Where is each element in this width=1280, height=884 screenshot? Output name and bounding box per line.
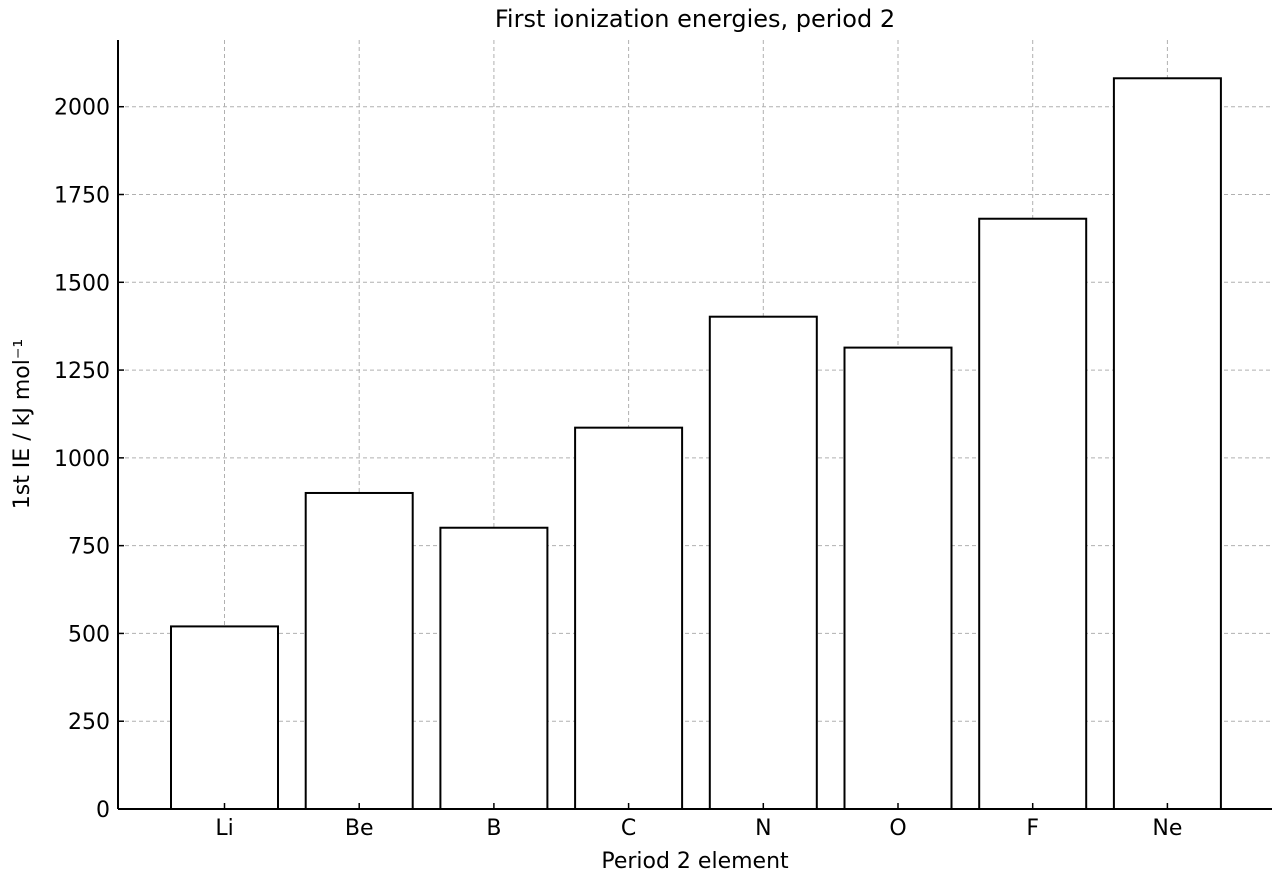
x-tick-label: O — [889, 816, 906, 841]
y-axis-label: 1st IE / kJ mol⁻¹ — [10, 339, 35, 510]
bar-o — [843, 346, 953, 810]
bar-li — [170, 625, 279, 810]
bar-c — [574, 426, 684, 810]
bars — [170, 77, 1222, 811]
y-tick-label: 1000 — [54, 447, 110, 472]
y-tick-label: 250 — [68, 710, 110, 735]
chart-title: First ionization energies, period 2 — [495, 5, 895, 33]
y-tick-label: 0 — [96, 798, 110, 823]
tick-labels: 0 250 500 750 1000 1250 1500 1750 2000 Li Be B C N O F N… — [54, 96, 1182, 841]
x-tick-label: Be — [345, 816, 374, 841]
x-tick-label: C — [621, 816, 636, 841]
grid-lines — [118, 40, 1272, 810]
y-tick-label: 500 — [68, 622, 110, 647]
y-tick-label: 750 — [68, 535, 110, 560]
x-tick-label: Li — [215, 816, 233, 841]
x-tick-label: B — [486, 816, 501, 841]
y-tick-label: 1750 — [54, 184, 110, 209]
x-tick-label: F — [1026, 816, 1039, 841]
y-tick-label: 1500 — [54, 271, 110, 296]
bar-ne — [1112, 77, 1222, 811]
x-tick-label: Ne — [1152, 816, 1182, 841]
bar-be — [304, 491, 414, 810]
bar-b — [439, 526, 549, 810]
y-tick-label: 1250 — [54, 359, 110, 384]
bar-f — [978, 217, 1088, 810]
x-tick-label: N — [755, 816, 771, 841]
y-tick-label: 2000 — [54, 96, 110, 121]
x-axis-label: Period 2 element — [601, 849, 789, 874]
axes — [117, 40, 1272, 810]
bar-n — [708, 315, 818, 810]
